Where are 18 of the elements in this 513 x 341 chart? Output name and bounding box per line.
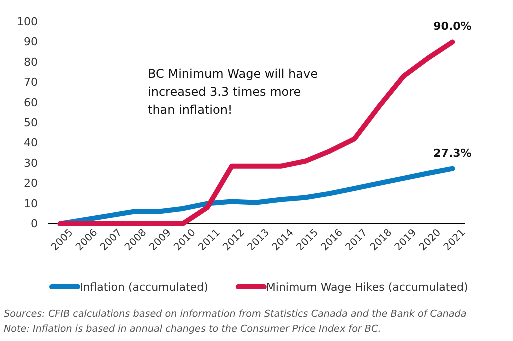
source-note: Sources: CFIB calculations based on information from Statistics Canada and the Bank of Canada — [4, 309, 467, 320]
y-tick-label: 40 — [24, 136, 38, 150]
y-tick-label: 70 — [24, 76, 38, 90]
y-tick-label: 60 — [24, 96, 38, 110]
text: Note: Inflation is based in annual changes to the Consumer Price Index for BC. — [4, 324, 382, 335]
annotation: BC Minimum Wage will have increased 3.3 times more than inflation! — [148, 67, 318, 117]
y-tick-label: 90 — [24, 36, 38, 49]
y-tick-label: 10 — [24, 197, 38, 210]
data-label: 90.0% — [434, 20, 472, 34]
data-label: 27.3% — [434, 146, 472, 160]
y-tick-label: 100 — [17, 16, 38, 29]
y-tick-label: 30 — [24, 156, 38, 170]
y-tick-label: 20 — [24, 177, 38, 190]
legend-label: Inflation (accumulated) — [80, 281, 208, 294]
legend-label: Minimum Wage Hikes (accumulated) — [266, 281, 468, 294]
y-tick-label: 0 — [31, 218, 38, 231]
y-tick-label: 50 — [24, 116, 38, 130]
y-tick-label: 80 — [24, 56, 38, 69]
